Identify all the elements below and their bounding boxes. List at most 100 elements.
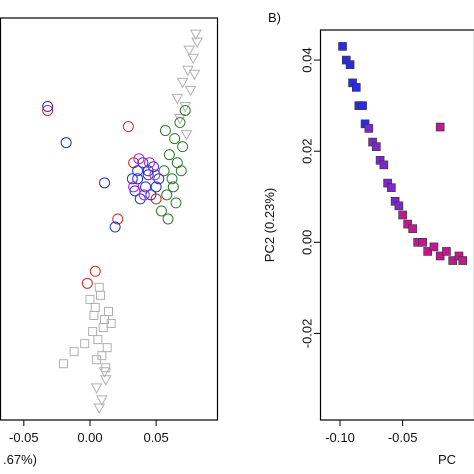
point: [98, 367, 111, 378]
point: [142, 165, 154, 177]
point: [352, 83, 361, 92]
point: [89, 265, 101, 277]
point: [171, 93, 184, 105]
point: [138, 189, 150, 201]
point: [162, 213, 174, 225]
point: [59, 359, 69, 369]
point: [98, 323, 108, 333]
point: [187, 53, 200, 65]
x-tick-label: -0.05: [9, 430, 39, 445]
point: [109, 221, 121, 233]
point: [93, 335, 103, 345]
plot-frame: [0, 17, 219, 421]
x-tick-label: -0.10: [325, 430, 355, 445]
x-tick-label: 0.00: [77, 430, 102, 445]
point: [174, 117, 186, 129]
point: [435, 251, 445, 261]
point: [418, 238, 427, 247]
y-tick-label: 0.00: [299, 230, 314, 255]
point: [132, 165, 144, 177]
point: [394, 201, 404, 211]
point: [398, 210, 407, 220]
point: [358, 101, 367, 110]
point: [170, 197, 182, 209]
point: [189, 29, 202, 41]
point: [104, 306, 113, 316]
point: [387, 183, 396, 192]
panel-label: B): [268, 10, 281, 25]
plot-frame: [319, 29, 474, 421]
point: [89, 310, 99, 320]
point: [122, 121, 134, 133]
point: [106, 319, 116, 329]
point: [80, 339, 90, 349]
point: [93, 403, 106, 414]
point: [188, 69, 201, 81]
point: [112, 213, 124, 225]
point: [166, 173, 178, 185]
point: [99, 177, 111, 189]
point: [403, 219, 412, 229]
point: [96, 395, 108, 406]
point: [88, 327, 98, 337]
point: [179, 101, 192, 113]
x-axis-label: PC: [438, 452, 456, 467]
point: [42, 100, 54, 112]
point: [144, 157, 156, 169]
points: [338, 42, 468, 265]
x-axis-label: .67%): [3, 452, 37, 467]
point: [180, 130, 193, 141]
point: [161, 189, 173, 201]
point: [159, 125, 171, 137]
y-tick-label: 0.04: [299, 47, 314, 72]
point: [179, 104, 191, 116]
point: [442, 247, 451, 256]
point: [183, 45, 196, 57]
point: [175, 165, 187, 177]
point: [128, 181, 140, 193]
point: [153, 173, 165, 185]
point: [140, 181, 152, 193]
point: [81, 277, 93, 289]
y-tick-label: -0.02: [299, 319, 314, 349]
point: [97, 351, 107, 361]
point: [60, 137, 72, 149]
points: [42, 29, 204, 414]
point: [184, 85, 197, 97]
point: [177, 141, 189, 153]
y-axis-label: PC2 (0.23%): [262, 188, 277, 262]
point: [379, 160, 389, 170]
point: [429, 242, 439, 252]
point: [150, 181, 162, 193]
point: [435, 122, 445, 132]
x-tick-label: 0.05: [143, 430, 168, 445]
point: [90, 383, 103, 394]
point: [448, 256, 458, 265]
point: [423, 247, 432, 256]
point: [372, 142, 381, 151]
point: [94, 282, 104, 292]
point: [364, 124, 374, 133]
point: [100, 375, 112, 386]
y-tick-label: 0.02: [299, 139, 314, 164]
point: [458, 256, 468, 265]
point: [176, 77, 189, 89]
point: [145, 189, 157, 201]
point: [133, 153, 145, 165]
point: [69, 347, 79, 357]
x-tick-label: -0.05: [388, 430, 418, 445]
point: [96, 290, 106, 300]
point: [167, 181, 179, 193]
point: [149, 169, 161, 181]
point: [338, 42, 347, 51]
point: [137, 157, 149, 169]
point: [155, 205, 167, 217]
point: [126, 173, 138, 185]
point: [163, 149, 175, 161]
point: [42, 104, 54, 116]
point: [408, 224, 417, 233]
point: [134, 193, 146, 205]
point: [90, 302, 100, 312]
point: [174, 114, 186, 125]
point: [345, 60, 355, 69]
